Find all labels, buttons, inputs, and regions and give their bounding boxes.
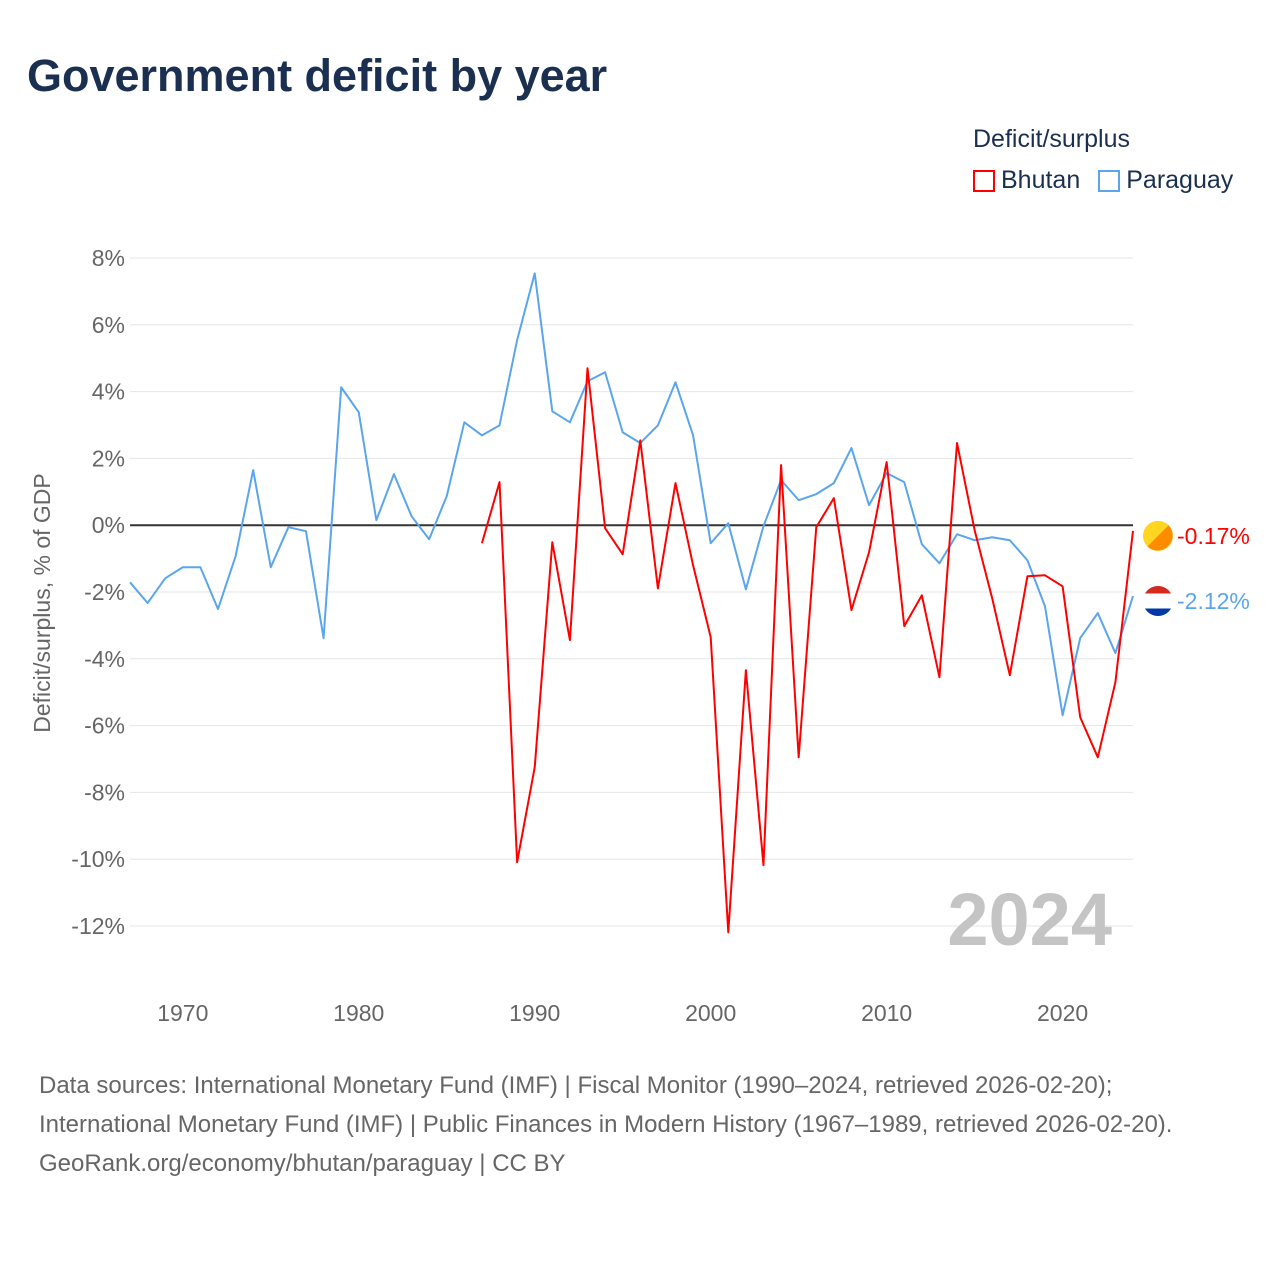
x-tick-label: 1980 — [333, 1000, 384, 1026]
y-tick-label: 4% — [92, 379, 125, 405]
y-tick-label: 6% — [92, 312, 125, 338]
paraguay-flag-icon — [1145, 608, 1171, 617]
y-tick-label: -8% — [84, 779, 125, 805]
chart-title: Government deficit by year — [27, 50, 608, 101]
y-axis-label: Deficit/surplus, % of GDP — [29, 473, 55, 732]
y-tick-label: -10% — [71, 846, 125, 872]
x-tick-label: 1990 — [509, 1000, 560, 1026]
legend-item-bhutan[interactable]: Bhutan — [973, 166, 1080, 195]
legend-swatch-bhutan — [973, 169, 995, 192]
footer: Data sources: International Monetary Fun… — [39, 1066, 1239, 1183]
legend-label: Bhutan — [1001, 166, 1081, 194]
year-watermark: 2024 — [947, 878, 1112, 961]
legend-item-paraguay[interactable]: Paraguay — [1098, 166, 1233, 195]
bhutan-flag-icon — [1147, 525, 1173, 551]
end-value-label-bhutan: -0.17% — [1177, 523, 1250, 549]
x-tick-label: 1970 — [157, 1000, 208, 1026]
y-tick-label: 8% — [92, 245, 125, 271]
series-line-paraguay — [129, 272, 1134, 717]
series-line-bhutan — [480, 367, 1134, 934]
x-tick-label: 2010 — [861, 1000, 912, 1026]
y-tick-label: -4% — [84, 646, 125, 672]
paraguay-flag-icon — [1145, 585, 1171, 594]
line-chart: 8% 6% 4% 2% 0% -2% -4% -6% -8% -10% -12% 1970 1980 19… — [29, 245, 1250, 1026]
x-tick-label: 2000 — [685, 1000, 736, 1026]
y-tick-label: 2% — [92, 445, 125, 471]
data-sources: Data sources: International Monetary Fun… — [39, 1072, 1173, 1138]
legend-title: Deficit/surplus — [973, 125, 1130, 153]
credit-link[interactable]: GeoRank.org/economy/bhutan/paraguay | CC… — [39, 1150, 566, 1177]
legend-swatch-paraguay — [1098, 169, 1121, 192]
x-tick-label: 2020 — [1037, 1000, 1088, 1026]
y-tick-label: -2% — [84, 579, 125, 605]
y-tick-label: -6% — [84, 713, 125, 739]
legend-label: Paraguay — [1126, 166, 1234, 194]
y-tick-label: -12% — [71, 913, 125, 939]
legend: Bhutan Paraguay — [973, 166, 1233, 195]
y-tick-label: 0% — [92, 512, 125, 538]
end-value-label-paraguay: -2.12% — [1177, 588, 1250, 614]
